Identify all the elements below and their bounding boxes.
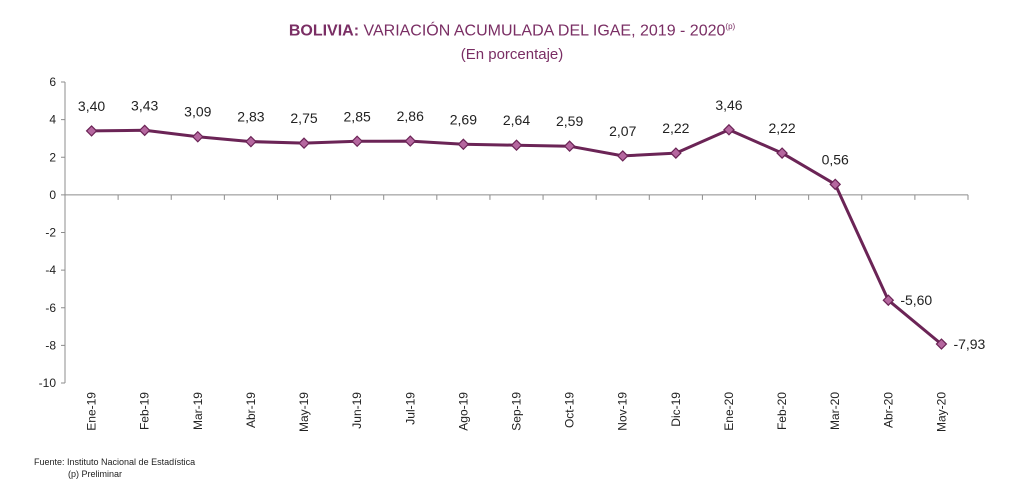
x-tick-label: Jul-19 (403, 392, 417, 425)
data-point (776, 147, 788, 159)
x-tick-label: Mar-20 (828, 392, 842, 430)
data-point (298, 137, 310, 149)
data-point (723, 123, 735, 136)
data-point (245, 135, 257, 148)
data-label: 3,40 (78, 98, 105, 114)
data-label: 2,83 (237, 109, 264, 125)
x-tick-label: Ago-19 (456, 392, 470, 431)
data-point (138, 124, 151, 137)
x-tick-label: Oct-19 (563, 392, 577, 428)
source-note: Fuente: Instituto Nacional de Estadístic… (34, 457, 196, 467)
data-label: 2,85 (344, 108, 371, 124)
x-tick-label: Ene-19 (85, 392, 99, 431)
preliminary-note: (p) Preliminar (68, 469, 123, 479)
x-tick-label: Mar-19 (191, 392, 205, 430)
data-label: 2,07 (609, 123, 636, 139)
data-label: 2,22 (662, 120, 689, 136)
data-point (616, 150, 629, 162)
x-tick-label: May-20 (934, 392, 948, 432)
y-tick-label: 0 (49, 188, 56, 202)
data-label: 3,43 (131, 97, 158, 113)
title-country: BOLIVIA: (288, 22, 360, 40)
data-point (935, 338, 948, 350)
x-tick-label: May-19 (297, 392, 311, 432)
data-point (563, 140, 576, 152)
data-label: 2,86 (397, 108, 424, 124)
data-point (404, 135, 417, 147)
y-tick-label: -2 (45, 226, 56, 240)
data-point (510, 139, 523, 152)
y-tick-label: -4 (45, 263, 56, 277)
data-point (670, 147, 682, 159)
y-tick-label: 4 (49, 113, 56, 127)
data-label: 0,56 (822, 151, 849, 167)
y-tick-label: 2 (49, 150, 56, 164)
x-tick-label: Sep-19 (510, 392, 524, 431)
data-label: 3,46 (715, 97, 742, 113)
x-tick-label: Abr-20 (881, 392, 895, 428)
data-point (191, 130, 204, 143)
data-point (351, 135, 363, 148)
x-tick-label: Feb-20 (775, 392, 789, 430)
x-tick-label: Jun-19 (350, 392, 364, 429)
y-tick-label: -6 (45, 301, 56, 315)
x-tick-label: Ene-20 (722, 392, 736, 431)
data-label: 2,64 (503, 112, 530, 128)
chart-title: BOLIVIA: VARIACIÓN ACUMULADA DEL IGAE, 2… (0, 22, 1024, 40)
x-tick-label: Abr-19 (244, 392, 258, 428)
chart-subtitle: (En porcentaje) (460, 46, 564, 63)
data-label: -7,93 (953, 336, 985, 352)
title-superscript: (p) (725, 22, 736, 31)
data-label: 2,69 (450, 111, 477, 127)
y-tick-label: 6 (49, 75, 56, 89)
x-tick-label: Nov-19 (616, 392, 630, 431)
data-label: 2,22 (768, 120, 795, 136)
series-line (91, 128, 943, 346)
data-label: 3,09 (184, 104, 211, 120)
data-label: 2,59 (556, 113, 583, 129)
footer: Fuente: Instituto Nacional de Estadístic… (34, 456, 195, 480)
data-label: 2,75 (290, 110, 317, 126)
x-tick-label: Dic-19 (669, 392, 683, 427)
y-tick-label: -10 (39, 376, 57, 390)
title-text: VARIACIÓN ACUMULADA DEL IGAE, 2019 - 202… (359, 22, 726, 40)
y-tick-label: -8 (45, 338, 56, 352)
data-point (457, 138, 470, 151)
line-chart: 6 4 2 0 -2 -4 -6 -8 -10 Ene-19 Feb-19 Mar-19 Abr-19 M… (39, 75, 986, 432)
data-point (85, 125, 98, 137)
data-label: -5,60 (900, 292, 932, 308)
data-point (882, 294, 895, 307)
x-tick-label: Feb-19 (138, 392, 152, 430)
data-point (829, 178, 842, 191)
